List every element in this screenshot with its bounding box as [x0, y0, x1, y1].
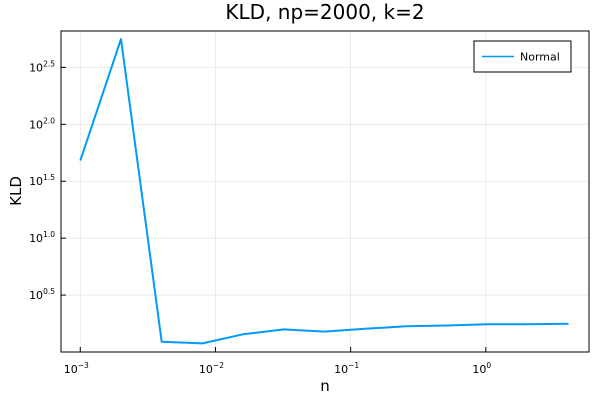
axis-ticks [61, 66, 487, 352]
legend-box [473, 40, 572, 73]
y-tick-label: 101.5 [29, 173, 55, 188]
x-tick-label: 10−3 [64, 361, 89, 376]
x-axis-label: n [320, 377, 330, 395]
y-tick-label: 102.0 [29, 116, 55, 131]
legend-label-normal: Normal [520, 51, 560, 64]
plot-area-frame [60, 30, 590, 353]
x-tick-label: 100 [472, 361, 491, 376]
chart-title: KLD, np=2000, k=2 [225, 0, 424, 24]
series-layer [79, 38, 569, 345]
y-tick-label: 102.5 [29, 59, 55, 74]
x-tick-label: 10−2 [199, 361, 224, 376]
legend: Normal [473, 40, 572, 73]
y-tick-label: 101.0 [29, 230, 55, 245]
y-axis-label: KLD [7, 176, 25, 206]
series-line-normal [79, 38, 569, 345]
x-tick-label: 10−1 [334, 361, 359, 376]
grid [61, 31, 589, 352]
y-tick-label: 100.5 [29, 287, 55, 302]
